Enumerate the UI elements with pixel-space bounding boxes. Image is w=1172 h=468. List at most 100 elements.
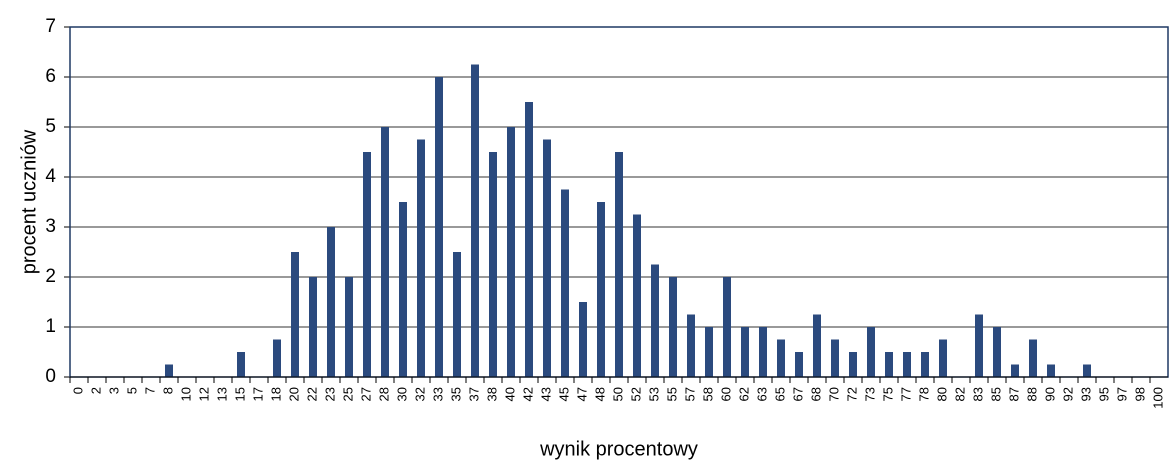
x-tick-label: 7 [142,387,157,394]
bar [669,277,677,377]
bar [687,314,695,377]
x-tick-label: 65 [772,387,787,401]
x-tick-label: 2 [88,387,103,394]
x-tick-label: 68 [808,387,823,401]
x-tick-label: 35 [448,387,463,401]
x-tick-label: 55 [664,387,679,401]
x-tick-label: 28 [376,387,391,401]
x-tick-label: 80 [934,387,949,401]
x-tick-label: 97 [1114,387,1129,401]
x-tick-label: 78 [916,387,931,401]
x-tick-label: 17 [250,387,265,401]
x-tick-label: 100 [1150,387,1165,409]
bar [399,202,407,377]
x-tick-label: 10 [178,387,193,401]
x-tick-label: 73 [862,387,877,401]
y-tick-label: 5 [45,116,56,137]
x-tick-label: 15 [232,387,247,401]
x-tick-label: 3 [106,387,121,394]
bar [615,152,623,377]
y-tick-label: 2 [45,266,56,287]
bar [759,327,767,377]
x-tick-label: 60 [718,387,733,401]
x-tick-label: 52 [628,387,643,401]
x-tick-label: 63 [754,387,769,401]
x-tick-label: 92 [1060,387,1075,401]
y-tick-label: 1 [45,316,56,337]
bar [1029,339,1037,377]
x-tick-label: 5 [124,387,139,394]
bar [1047,364,1055,377]
y-tick-label: 0 [45,366,56,387]
bar [543,139,551,377]
bar [579,302,587,377]
y-axis-label: procent uczniów [18,129,40,274]
bar [633,214,641,377]
x-tick-label: 32 [412,387,427,401]
x-tick-label: 87 [1006,387,1021,401]
bar [885,352,893,377]
x-axis-label: wynik procentowy [539,438,698,460]
x-tick-label: 18 [268,387,283,401]
x-tick-label: 42 [520,387,535,401]
y-tick-label: 3 [45,216,56,237]
bar [651,264,659,377]
bar [597,202,605,377]
bar [777,339,785,377]
x-tick-label: 75 [880,387,895,401]
bar [435,77,443,377]
x-tick-label: 33 [430,387,445,401]
x-tick-label: 25 [340,387,355,401]
x-tick-label: 62 [736,387,751,401]
x-tick-label: 37 [466,387,481,401]
bar [831,339,839,377]
bar [273,339,281,377]
x-tick-label: 70 [826,387,841,401]
x-tick-label: 48 [592,387,607,401]
bar [327,227,335,377]
x-tick-label: 58 [700,387,715,401]
x-tick-label: 50 [610,387,625,401]
bar [1083,364,1091,377]
bar [867,327,875,377]
x-tick-label: 83 [970,387,985,401]
bar [939,339,947,377]
y-tick-label: 6 [45,66,56,87]
bar [1011,364,1019,377]
bar [903,352,911,377]
x-tick-label: 95 [1096,387,1111,401]
x-tick-label: 47 [574,387,589,401]
bar [975,314,983,377]
x-tick-label: 8 [160,387,175,394]
bar [813,314,821,377]
x-tick-label: 0 [70,387,85,394]
x-tick-label: 72 [844,387,859,401]
x-tick-label: 67 [790,387,805,401]
bar [525,102,533,377]
bar [849,352,857,377]
bar [921,352,929,377]
bar [993,327,1001,377]
x-tick-label: 85 [988,387,1003,401]
y-tick-label: 4 [45,166,56,187]
bar [345,277,353,377]
x-tick-label: 88 [1024,387,1039,401]
x-tick-label: 45 [556,387,571,401]
x-tick-label: 23 [322,387,337,401]
x-tick-label: 27 [358,387,373,401]
x-tick-label: 40 [502,387,517,401]
x-tick-label: 13 [214,387,229,401]
bar [507,127,515,377]
bar [417,139,425,377]
x-tick-label: 22 [304,387,319,401]
x-tick-label: 20 [286,387,301,401]
bar [309,277,317,377]
x-tick-label: 90 [1042,387,1057,401]
bar [795,352,803,377]
x-tick-label: 43 [538,387,553,401]
x-tick-label: 82 [952,387,967,401]
x-tick-label: 98 [1132,387,1147,401]
bar [561,189,569,377]
y-tick-label: 7 [45,16,56,37]
